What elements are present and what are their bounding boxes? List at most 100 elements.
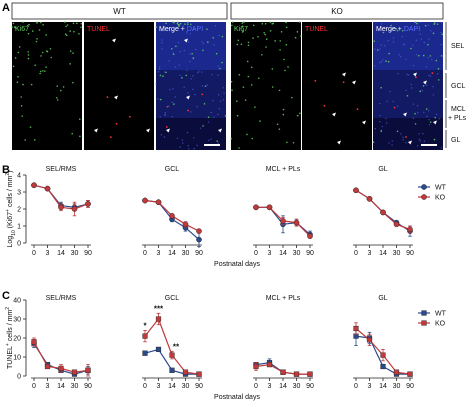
subplot-sel-rms: SEL/RMS 0 3 14 30 90: [31, 166, 92, 257]
dapi-speck: [440, 147, 443, 149]
x-tick-label: 90: [306, 250, 314, 257]
data-point-wt: [155, 346, 162, 353]
dapi-speck: [386, 100, 388, 103]
dapi-speck: [380, 61, 383, 63]
ki67-speck: [71, 132, 74, 135]
data-point-ko: [393, 221, 400, 228]
ki67-speck: [49, 47, 52, 50]
x-tick-label: 0: [354, 383, 358, 390]
ki67-speck: [265, 46, 267, 48]
dapi-speck: [187, 145, 189, 147]
dapi-speck: [213, 44, 215, 46]
dapi-speck: [187, 41, 190, 43]
layer-gl: GL: [451, 137, 460, 144]
ki67-speck: [79, 135, 81, 138]
dapi-speck: [419, 21, 421, 24]
subplot-gl: GL 0 3 14 30 90: [353, 166, 414, 257]
ki67-speck: [186, 23, 189, 25]
legend-label-ko: KO: [435, 321, 446, 328]
ki67-speck: [247, 41, 250, 44]
ki67-speck: [284, 69, 286, 72]
ki67-speck: [31, 30, 34, 32]
y-label-part: Log: [7, 236, 14, 248]
dapi-speck: [419, 33, 422, 35]
data-point-ko: [85, 367, 91, 373]
significance-mark: *: [143, 321, 147, 330]
dapi-speck: [437, 72, 439, 75]
dapi-speck: [432, 94, 435, 96]
dapi-speck: [385, 122, 388, 124]
ko-header-box: [230, 2, 444, 20]
data-point-ko: [380, 352, 386, 358]
y-tick-label: 40: [13, 298, 21, 305]
ki67-speck: [21, 115, 23, 117]
data-point-ko: [142, 197, 148, 204]
data-point-ko: [253, 204, 259, 211]
ki67-speck: [272, 22, 275, 25]
ki67-speck: [78, 33, 80, 35]
dapi-dense-band: [156, 22, 226, 70]
dapi-speck: [207, 121, 210, 123]
y-label-part: cells / mm: [7, 175, 14, 209]
ki67-speck: [279, 40, 282, 42]
ki67-speck: [437, 68, 440, 70]
ki67-speck: [240, 43, 243, 46]
dapi-speck: [183, 49, 186, 52]
x-tick-label: 0: [32, 383, 36, 390]
ki67-speck: [285, 21, 287, 24]
ki67-speck: [269, 30, 272, 32]
dapi-speck: [379, 102, 381, 105]
dapi-speck: [157, 71, 160, 73]
ki67-speck: [283, 58, 285, 61]
ki67-speck: [372, 141, 375, 144]
ki67-speck: [62, 86, 65, 88]
ki67-speck: [246, 60, 249, 63]
dapi-speck: [412, 103, 415, 105]
dapi-speck: [187, 92, 189, 94]
ki67-speck: [221, 35, 224, 38]
ki67-speck: [170, 47, 173, 50]
dapi-speck: [440, 21, 443, 24]
layer-pls: + PLs: [448, 115, 467, 122]
dapi-speck: [161, 42, 163, 44]
ki67-speck: [247, 44, 250, 47]
ki67-speck: [56, 96, 58, 99]
dapi-speck: [217, 94, 220, 96]
ki67-speck: [278, 128, 281, 130]
ki67-speck: [250, 84, 253, 86]
dapi-speck: [161, 30, 163, 32]
ki67-speck: [416, 22, 418, 25]
ki67-speck: [28, 23, 30, 26]
y-tick-label: 20: [13, 336, 21, 343]
ki67-speck: [244, 99, 247, 101]
dapi-speck: [171, 116, 173, 118]
tunel-speck: [393, 106, 396, 109]
ki67-speck: [271, 86, 274, 88]
arrowhead-icon: [433, 120, 437, 125]
arrowhead-icon: [332, 112, 336, 117]
ki67-speck: [69, 63, 71, 65]
ki67-speck: [287, 66, 289, 68]
y-label-part: (Ki67: [7, 212, 14, 230]
x-tick-label: 14: [57, 250, 65, 257]
ki67-speck: [42, 70, 44, 72]
ki67-speck: [173, 103, 175, 105]
x-tick-label: 30: [182, 250, 190, 257]
dapi-speck: [198, 70, 200, 72]
ki67-speck: [212, 36, 214, 39]
ki67-speck: [436, 23, 439, 25]
significance-mark: **: [173, 342, 180, 351]
dapi-speck: [189, 53, 191, 55]
ki67-speck: [231, 89, 233, 91]
ki67-speck: [251, 137, 254, 140]
legend-marker: [421, 194, 427, 200]
dapi-speck: [171, 101, 173, 104]
ki67-speck: [441, 33, 443, 36]
dapi-speck: [193, 148, 195, 150]
ki67-speck: [279, 49, 281, 51]
y-label-part: 10: [11, 230, 17, 236]
dapi-speck: [380, 44, 382, 46]
ki67-speck: [45, 66, 47, 68]
dapi-speck: [183, 86, 185, 88]
